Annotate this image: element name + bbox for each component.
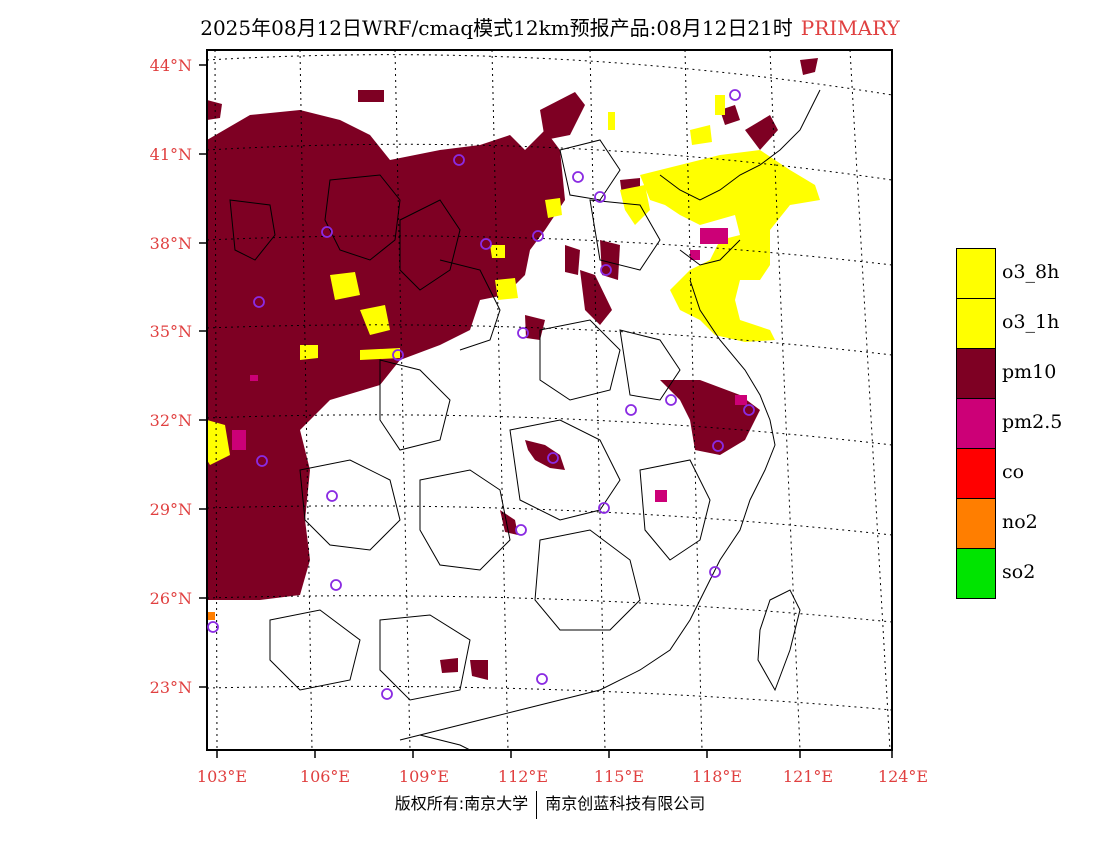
station-marker <box>381 688 393 700</box>
legend-label: o3_8h <box>1002 261 1060 283</box>
lat-labels: 44°N 41°N 38°N 35°N 32°N 29°N 26°N 23°N <box>150 56 192 697</box>
lat-label: 29°N <box>150 500 192 519</box>
axis-ticks <box>199 64 893 758</box>
lon-label: 109°E <box>399 767 449 786</box>
station-markers <box>207 89 755 700</box>
legend-label: no2 <box>1002 511 1038 533</box>
station-marker <box>392 349 404 361</box>
station-marker <box>594 191 606 203</box>
legend-label: so2 <box>1002 561 1036 583</box>
legend-swatch <box>956 448 996 499</box>
lat-label: 23°N <box>150 678 192 697</box>
station-marker <box>326 490 338 502</box>
station-marker <box>665 394 677 406</box>
lat-label: 41°N <box>150 145 192 164</box>
station-marker <box>743 404 755 416</box>
legend-label: o3_1h <box>1002 311 1060 333</box>
lat-label: 35°N <box>150 322 192 341</box>
legend-swatch <box>956 348 996 399</box>
o3-regions <box>207 95 820 465</box>
borders <box>229 89 821 750</box>
station-marker <box>256 455 268 467</box>
station-marker <box>536 673 548 685</box>
station-marker <box>729 89 741 101</box>
station-marker <box>253 296 265 308</box>
map-title: 2025年08月12日WRF/cmaq模式12km预报产品:08月12日21时 P… <box>0 12 1100 41</box>
station-marker <box>600 264 612 276</box>
lon-label: 124°E <box>878 767 928 786</box>
legend-label: co <box>1002 461 1025 483</box>
legend-swatch <box>956 548 996 599</box>
footer-right: 南京创蓝科技有限公司 <box>545 794 706 813</box>
legend-swatch <box>956 248 996 299</box>
station-marker <box>517 327 529 339</box>
station-marker <box>547 452 559 464</box>
lat-label: 32°N <box>150 411 192 430</box>
title-tag: PRIMARY <box>800 16 900 40</box>
legend-swatch <box>956 398 996 449</box>
lat-label: 44°N <box>150 56 192 75</box>
station-marker <box>330 579 342 591</box>
station-marker <box>207 621 219 633</box>
legend-label: pm10 <box>1002 361 1057 383</box>
legend-label: pm2.5 <box>1002 411 1063 433</box>
station-marker <box>712 440 724 452</box>
map-canvas <box>207 50 892 750</box>
legend-swatch <box>956 498 996 549</box>
station-marker <box>709 566 721 578</box>
lon-label: 121°E <box>783 767 833 786</box>
station-marker <box>515 524 527 536</box>
no2-patch <box>207 612 215 620</box>
lat-label: 38°N <box>150 234 192 253</box>
station-marker <box>532 230 544 242</box>
lon-label: 103°E <box>197 767 247 786</box>
station-marker <box>480 238 492 250</box>
map-frame <box>206 49 893 751</box>
lon-label: 115°E <box>594 767 644 786</box>
lon-labels: 103°E 106°E 109°E 112°E 115°E 118°E 121°… <box>197 767 928 786</box>
station-marker <box>572 171 584 183</box>
lon-label: 106°E <box>300 767 350 786</box>
pm10-regions <box>207 58 818 680</box>
lat-label: 26°N <box>150 589 192 608</box>
lon-label: 118°E <box>692 767 742 786</box>
footer-separator <box>536 790 538 819</box>
station-marker <box>321 226 333 238</box>
station-marker <box>625 404 637 416</box>
lon-label: 112°E <box>498 767 548 786</box>
station-marker <box>453 154 465 166</box>
title-main: 2025年08月12日WRF/cmaq模式12km预报产品:08月12日21时 <box>200 16 793 40</box>
footer-left: 版权所有:南京大学 <box>394 794 529 813</box>
legend-swatch <box>956 298 996 349</box>
copyright-footer: 版权所有:南京大学 南京创蓝科技有限公司 <box>0 790 1100 819</box>
station-marker <box>598 502 610 514</box>
pm25-patches <box>232 228 747 502</box>
